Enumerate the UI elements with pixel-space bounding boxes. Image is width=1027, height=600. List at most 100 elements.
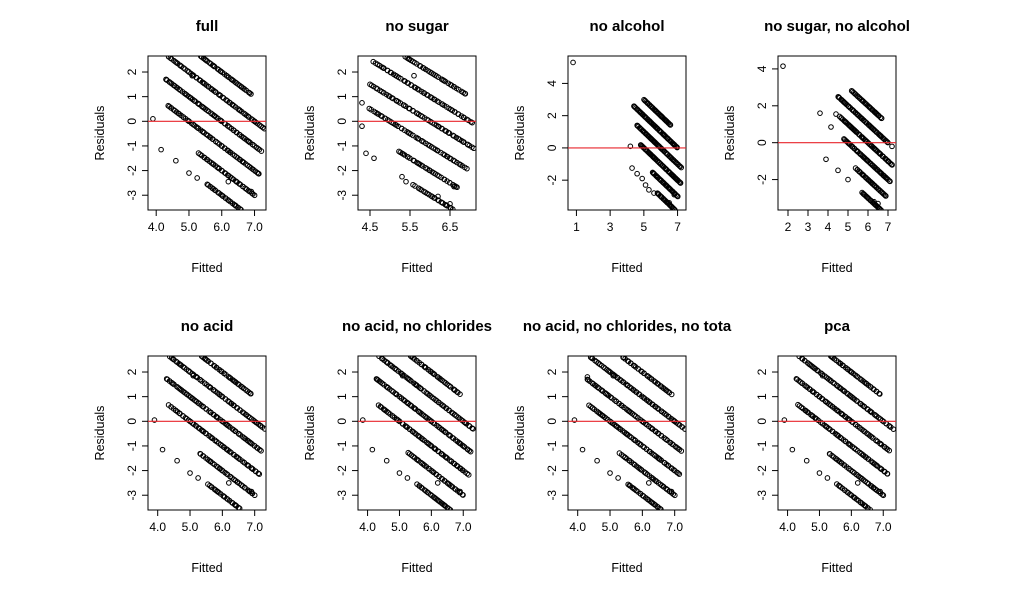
residual-point bbox=[213, 414, 220, 420]
y-tick-label: 2 bbox=[125, 68, 139, 75]
x-tick-label: 4.0 bbox=[569, 520, 586, 534]
y-axis-label: Residuals bbox=[513, 406, 527, 461]
plot-frame bbox=[567, 355, 687, 511]
residual-point bbox=[654, 405, 661, 411]
residual-point bbox=[469, 425, 475, 431]
residual-panel-0: full 4.0 5.0 6.0 7.0 -3 -2 -1 0 1 2 Fitted Residuals bbox=[93, 18, 267, 275]
x-tick-label: 6.0 bbox=[214, 520, 231, 534]
residual-point bbox=[651, 190, 657, 196]
residual-point bbox=[439, 451, 445, 457]
y-tick-label: -1 bbox=[125, 140, 139, 151]
residual-point bbox=[225, 423, 232, 429]
residual-point bbox=[462, 90, 469, 97]
residual-point bbox=[212, 437, 218, 444]
x-tick-label: 7.0 bbox=[455, 520, 472, 534]
x-tick-label: 4 bbox=[825, 220, 832, 234]
residual-point bbox=[570, 59, 576, 66]
residual-point bbox=[607, 394, 614, 400]
residual-point bbox=[830, 379, 836, 386]
residual-point bbox=[447, 201, 453, 207]
residual-point bbox=[872, 183, 878, 189]
residual-point bbox=[865, 505, 871, 510]
residual-point bbox=[635, 123, 642, 130]
y-axis-label: Residuals bbox=[723, 406, 737, 461]
residual-point bbox=[248, 488, 255, 495]
y-tick-label: 1 bbox=[335, 393, 349, 400]
residual-point bbox=[251, 492, 258, 499]
y-axis-label: Residuals bbox=[513, 106, 527, 161]
residual-point bbox=[248, 188, 255, 195]
residual-point bbox=[232, 202, 238, 208]
x-axis-label: Fitted bbox=[611, 561, 642, 575]
residual-point bbox=[185, 368, 192, 374]
residual-point bbox=[369, 446, 376, 453]
x-axis-label: Fitted bbox=[191, 261, 222, 275]
residual-point bbox=[430, 419, 437, 426]
residual-point bbox=[442, 380, 449, 386]
y-tick-label: -2 bbox=[755, 174, 769, 185]
residual-point bbox=[877, 391, 883, 397]
residual-point bbox=[876, 205, 883, 210]
residual-point bbox=[642, 146, 649, 153]
residual-panel-4: no acid 4.0 5.0 6.0 7.0 -3 -2 -1 0 1 2 Fitted Residu… bbox=[93, 318, 267, 575]
panel-title: full bbox=[196, 18, 219, 35]
panel-title: no acid bbox=[181, 318, 234, 335]
x-tick-label: 7.0 bbox=[246, 520, 263, 534]
residual-point bbox=[403, 178, 409, 185]
residual-point bbox=[174, 457, 180, 464]
residual-point bbox=[218, 68, 224, 75]
y-tick-label: -3 bbox=[335, 190, 349, 201]
plot-frame bbox=[777, 355, 897, 511]
y-tick-label: 2 bbox=[755, 368, 769, 375]
residual-point bbox=[816, 470, 823, 476]
residual-point bbox=[396, 470, 403, 476]
x-tick-label: 7.0 bbox=[246, 220, 263, 234]
residual-point bbox=[652, 502, 659, 508]
residual-point bbox=[246, 138, 252, 145]
residual-point bbox=[837, 434, 843, 441]
residual-point bbox=[203, 57, 209, 64]
y-tick-label: -2 bbox=[545, 465, 559, 476]
residual-point bbox=[859, 116, 866, 122]
y-tick-label: 2 bbox=[335, 68, 349, 75]
residual-point bbox=[607, 470, 613, 476]
y-tick-label: 0 bbox=[125, 418, 139, 425]
residual-point bbox=[849, 468, 856, 475]
y-tick-label: -1 bbox=[125, 440, 139, 451]
residual-point bbox=[654, 430, 661, 436]
residual-point bbox=[671, 206, 677, 210]
residual-point bbox=[256, 446, 263, 453]
residual-point bbox=[615, 475, 621, 481]
data-layer bbox=[358, 56, 476, 210]
y-tick-label: 1 bbox=[335, 93, 349, 100]
y-tick-label: -2 bbox=[335, 165, 349, 176]
residual-point bbox=[833, 111, 839, 117]
residual-point bbox=[642, 182, 649, 188]
residual-point bbox=[845, 103, 852, 110]
residual-point bbox=[442, 428, 448, 435]
residual-point bbox=[881, 192, 888, 198]
y-tick-label: 0 bbox=[545, 144, 559, 151]
residual-point bbox=[383, 457, 390, 464]
residual-point bbox=[226, 448, 233, 455]
residual-point bbox=[629, 165, 635, 171]
residual-point bbox=[889, 162, 895, 168]
residual-point bbox=[411, 405, 418, 412]
residual-point bbox=[235, 455, 242, 461]
residual-point bbox=[584, 374, 591, 380]
residual-point bbox=[223, 471, 230, 477]
residual-point bbox=[173, 59, 180, 66]
residual-panel-7: pca 4.0 5.0 6.0 7.0 -3 -2 -1 0 1 2 Fitted Residuals bbox=[723, 318, 897, 575]
residual-point bbox=[671, 191, 678, 198]
residual-point bbox=[232, 502, 239, 508]
residual-point bbox=[862, 118, 869, 125]
y-tick-label: -2 bbox=[125, 465, 139, 476]
y-tick-label: -1 bbox=[755, 440, 769, 451]
residual-point bbox=[150, 116, 156, 122]
residual-point bbox=[416, 87, 422, 93]
residual-point bbox=[877, 488, 883, 495]
x-tick-label: 7.0 bbox=[666, 520, 683, 534]
panel-title: no acid, no chlorides, no tota bbox=[523, 318, 732, 335]
